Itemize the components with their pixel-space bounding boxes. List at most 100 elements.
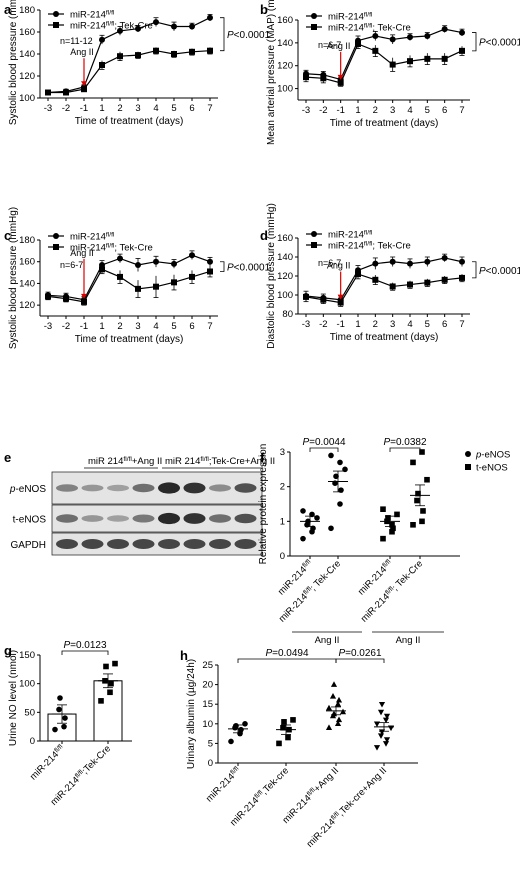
data-point	[419, 449, 425, 455]
significance-bracket	[220, 17, 225, 52]
data-point	[415, 490, 421, 497]
data-point	[99, 266, 105, 273]
y-tick-label: 80	[282, 309, 293, 320]
data-point	[337, 79, 344, 86]
data-point	[328, 452, 334, 459]
data-point	[373, 745, 381, 751]
y-axis-label: Systolic blood pressure (mmHg)	[8, 0, 19, 125]
data-point	[389, 36, 396, 43]
category-label: miR-214fl/fl	[28, 743, 68, 783]
data-point	[382, 717, 390, 724]
x-axis-label: Time of treatment (days)	[330, 118, 439, 129]
x-tick-label: -1	[80, 103, 88, 114]
x-tick-label: 1	[355, 319, 360, 330]
data-point	[424, 279, 431, 286]
y-tick-label: 3	[280, 447, 285, 458]
data-point	[171, 260, 177, 267]
data-point	[389, 283, 396, 290]
data-point	[380, 535, 386, 542]
y-tick-label: 100	[277, 290, 293, 301]
data-point	[407, 281, 413, 288]
blot-band	[132, 483, 155, 493]
p-value: P=0.0044	[302, 437, 346, 448]
legend-label: p-eNOS	[475, 450, 510, 461]
series-line	[47, 254, 211, 301]
data-point	[441, 26, 448, 33]
data-point	[117, 273, 123, 280]
x-tick-label: 5	[425, 105, 430, 116]
data-point	[390, 525, 396, 532]
x-tick-label: 7	[459, 319, 464, 330]
n-annotation: n=6-7	[318, 40, 341, 50]
group-label: Ang II	[396, 635, 421, 646]
y-tick-label: 120	[277, 61, 293, 72]
data-point	[337, 299, 344, 306]
data-point	[424, 258, 431, 265]
data-point	[207, 258, 213, 265]
line-chart-b: b 100 120 140 160 -3 -2 -1 1 2 3 4 5 6 7 Time of treatm…	[260, 0, 520, 145]
ang-label: Ang II	[327, 261, 351, 271]
data-point	[98, 698, 104, 704]
y-tick-label: 160	[277, 233, 293, 244]
legend-marker	[465, 464, 471, 470]
data-point	[303, 74, 309, 81]
data-point	[207, 268, 213, 275]
x-tick-label: 4	[153, 103, 158, 114]
y-tick-label: 160	[19, 257, 35, 268]
series-line	[47, 268, 211, 303]
x-tick-label: 3	[390, 105, 395, 116]
x-tick-label: 2	[373, 105, 378, 116]
x-tick-label: 5	[425, 319, 430, 330]
legend-label: miR-214fl/fl; Tek-Cre	[328, 22, 411, 34]
p-value: P<0.0001	[227, 263, 271, 274]
blot-band	[234, 483, 257, 493]
data-point	[112, 660, 118, 667]
y-tick-label: 120	[277, 271, 293, 282]
ang-arrowhead	[337, 294, 344, 300]
blot-band	[81, 484, 104, 492]
data-point	[441, 276, 448, 283]
data-point	[424, 33, 431, 39]
y-tick-label: 50	[24, 707, 35, 718]
y-tick-label: 100	[277, 84, 293, 95]
data-point	[420, 508, 426, 514]
data-point	[117, 27, 123, 34]
x-tick-label: 4	[407, 319, 412, 330]
y-tick-label: 160	[19, 27, 35, 38]
x-tick-label: 3	[135, 103, 140, 114]
x-tick-label: -3	[44, 321, 52, 332]
x-tick-label: -2	[319, 319, 327, 330]
significance-bracket	[335, 658, 385, 663]
data-point	[372, 47, 379, 54]
y-tick-label: 160	[277, 15, 293, 26]
series-line	[305, 28, 463, 81]
y-tick-label: 0	[280, 551, 285, 562]
panel-label-a: a	[4, 2, 12, 17]
x-tick-label: -3	[302, 319, 310, 330]
ang-label: Ang II	[327, 41, 351, 51]
blot-band	[158, 482, 180, 494]
n-annotation: n=6-7	[318, 258, 341, 268]
panel-label-d: d	[260, 228, 268, 243]
blot-band	[56, 514, 78, 523]
legend-marker	[311, 231, 317, 237]
data-point	[441, 254, 448, 261]
data-point	[171, 51, 177, 57]
data-point	[337, 501, 343, 507]
line-chart-a: a 100 120 140 160 180 -3 -2 -1 1 2 3 4 5 6 7 Time of tre…	[4, 0, 271, 127]
data-point	[153, 47, 159, 54]
data-point	[242, 721, 248, 727]
x-tick-label: 5	[171, 103, 176, 114]
y-tick-label: 120	[19, 71, 35, 82]
data-point	[238, 726, 244, 733]
blot-band	[183, 539, 206, 549]
data-point	[117, 255, 123, 262]
data-point	[45, 89, 51, 96]
data-point	[103, 663, 109, 670]
blot-band	[158, 539, 180, 549]
p-value: P=0.0261	[338, 648, 382, 659]
data-point	[382, 741, 390, 747]
data-point	[389, 61, 396, 68]
legend-label: t-eNOS	[476, 463, 508, 474]
